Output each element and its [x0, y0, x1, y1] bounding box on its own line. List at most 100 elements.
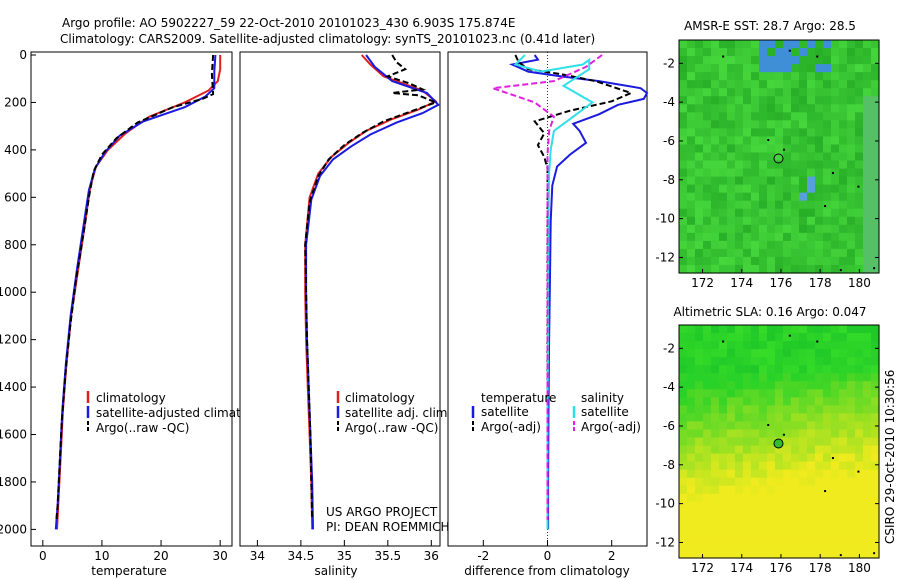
map-cell	[839, 256, 848, 266]
map-cell	[831, 445, 840, 455]
map-cell	[807, 184, 816, 194]
map-cell	[751, 389, 760, 398]
map-cell	[871, 192, 880, 202]
map-cell	[735, 325, 744, 334]
map-cell	[727, 533, 736, 543]
map-cell	[863, 549, 872, 559]
map-cell	[727, 541, 736, 551]
y-tick-label: 1000	[0, 285, 27, 299]
map-cell	[767, 349, 776, 358]
x-tick-label: 0	[39, 549, 47, 563]
map-cell	[831, 493, 840, 503]
map-cell	[727, 349, 736, 358]
map-cell	[783, 533, 792, 543]
map-cell	[703, 144, 712, 154]
map-cell	[815, 397, 824, 406]
map-cell	[871, 397, 880, 406]
map-cell	[695, 349, 704, 358]
map-cell	[871, 96, 880, 105]
map-cell	[831, 421, 840, 431]
map-cell	[695, 469, 704, 479]
map-cell	[831, 200, 840, 210]
map-cell	[855, 397, 864, 406]
series-temperature-satellite	[508, 54, 649, 530]
map-cell	[759, 493, 768, 503]
map-cell	[855, 128, 864, 138]
map-cell	[711, 421, 720, 431]
sla-map-ticks: 172 174 176 178 180-2-4-6-8-10-12	[655, 341, 879, 575]
map-cell	[791, 485, 800, 495]
map-cell	[679, 56, 688, 65]
map-cell	[719, 373, 728, 382]
map-cell	[751, 485, 760, 495]
map-cell	[703, 517, 712, 527]
map-cell	[855, 232, 864, 242]
map-cell	[799, 397, 808, 406]
map-cell	[735, 72, 744, 81]
map-cell	[783, 192, 792, 202]
map-cell	[727, 184, 736, 194]
map-cell	[687, 469, 696, 479]
map-cell	[695, 264, 704, 274]
map-cell	[711, 128, 720, 138]
sla-argo-marker	[773, 438, 784, 449]
map-cell	[695, 96, 704, 105]
map-cell	[863, 365, 872, 374]
map-cell	[791, 64, 800, 73]
map-cell	[759, 72, 768, 81]
map-cell	[759, 533, 768, 543]
map-cell	[791, 493, 800, 503]
map-cell	[719, 493, 728, 503]
map-cell	[871, 485, 880, 495]
map-cell	[719, 325, 728, 334]
map-cell	[847, 437, 856, 447]
map-cell	[719, 501, 728, 511]
map-cell	[783, 357, 792, 366]
map-cell	[831, 128, 840, 138]
map-cell	[695, 184, 704, 194]
map-cell	[711, 88, 720, 97]
map-cell	[807, 461, 816, 471]
map-cell	[847, 184, 856, 194]
map-cell	[815, 325, 824, 334]
map-cell	[799, 493, 808, 503]
map-cell	[711, 349, 720, 358]
map-cell	[847, 240, 856, 250]
map-cell	[679, 160, 688, 170]
map-cell	[791, 525, 800, 535]
map-cell	[695, 341, 704, 350]
map-cell	[863, 501, 872, 511]
map-cell	[783, 453, 792, 463]
map-cell	[799, 248, 808, 258]
map-cell	[823, 184, 832, 194]
map-cell	[751, 208, 760, 218]
map-cell	[719, 453, 728, 463]
map-cell	[775, 461, 784, 471]
map-cell	[815, 56, 824, 65]
map-cell	[839, 48, 848, 57]
map-cell	[823, 224, 832, 234]
map-cell	[743, 240, 752, 250]
map-cell	[847, 208, 856, 218]
map-cell	[783, 341, 792, 350]
map-cell	[783, 469, 792, 479]
map-cell	[695, 88, 704, 97]
map-cell	[863, 533, 872, 543]
map-cell	[735, 381, 744, 390]
map-cell	[783, 264, 792, 274]
map-cell	[775, 56, 784, 65]
map-cell	[799, 224, 808, 234]
map-cell	[855, 112, 864, 121]
map-cell	[719, 365, 728, 374]
map-cell	[743, 453, 752, 463]
map-cell	[767, 184, 776, 194]
map-cell	[679, 485, 688, 495]
map-cell	[751, 549, 760, 559]
map-cell	[799, 461, 808, 471]
map-cell	[751, 501, 760, 511]
map-cell	[759, 200, 768, 210]
map-cell	[855, 48, 864, 57]
map-cell	[871, 453, 880, 463]
map-cell	[775, 48, 784, 57]
legend-climatology-label: climatology	[96, 391, 166, 405]
